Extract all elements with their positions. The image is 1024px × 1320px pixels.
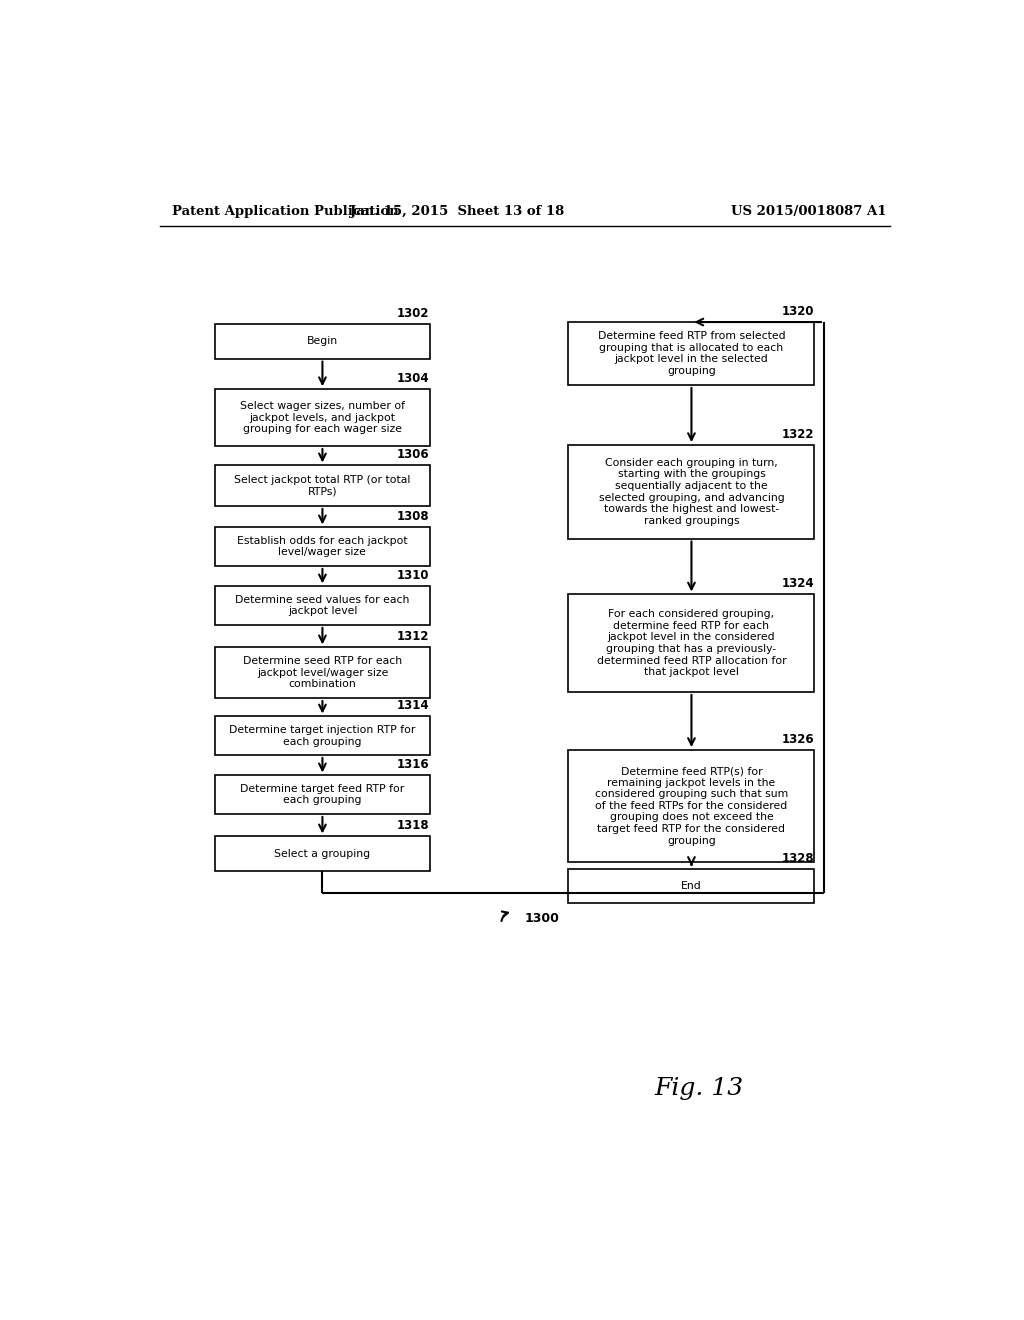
Text: Establish odds for each jackpot
level/wager size: Establish odds for each jackpot level/wa…: [238, 536, 408, 557]
Text: 1326: 1326: [782, 733, 814, 746]
Text: 1306: 1306: [397, 449, 430, 461]
Text: 1308: 1308: [397, 511, 430, 523]
FancyBboxPatch shape: [215, 528, 430, 566]
FancyBboxPatch shape: [215, 837, 430, 871]
FancyBboxPatch shape: [215, 389, 430, 446]
FancyBboxPatch shape: [568, 594, 814, 692]
Text: Determine target feed RTP for
each grouping: Determine target feed RTP for each group…: [241, 784, 404, 805]
Text: Determine feed RTP(s) for
remaining jackpot levels in the
considered grouping su: Determine feed RTP(s) for remaining jack…: [595, 766, 788, 846]
FancyBboxPatch shape: [215, 775, 430, 814]
Text: US 2015/0018087 A1: US 2015/0018087 A1: [731, 205, 887, 218]
Text: 1310: 1310: [397, 569, 430, 582]
Text: 1312: 1312: [397, 630, 430, 643]
Text: Determine feed RTP from selected
grouping that is allocated to each
jackpot leve: Determine feed RTP from selected groupin…: [598, 331, 785, 376]
FancyBboxPatch shape: [215, 647, 430, 698]
Text: Consider each grouping in turn,
starting with the groupings
sequentially adjacen: Consider each grouping in turn, starting…: [599, 458, 784, 525]
Text: 1320: 1320: [782, 305, 814, 318]
Text: Determine seed values for each
jackpot level: Determine seed values for each jackpot l…: [236, 595, 410, 616]
FancyBboxPatch shape: [568, 322, 814, 385]
Text: 1302: 1302: [397, 308, 430, 319]
FancyBboxPatch shape: [568, 445, 814, 539]
FancyBboxPatch shape: [215, 586, 430, 624]
Text: 1318: 1318: [397, 820, 430, 833]
Text: 1328: 1328: [782, 851, 814, 865]
FancyBboxPatch shape: [215, 717, 430, 755]
Text: 1322: 1322: [782, 428, 814, 441]
Text: Determine target injection RTP for
each grouping: Determine target injection RTP for each …: [229, 725, 416, 747]
Text: For each considered grouping,
determine feed RTP for each
jackpot level in the c: For each considered grouping, determine …: [597, 610, 786, 677]
Text: Select jackpot total RTP (or total
RTPs): Select jackpot total RTP (or total RTPs): [234, 475, 411, 496]
Text: Fig. 13: Fig. 13: [654, 1077, 744, 1100]
Text: Select a grouping: Select a grouping: [274, 849, 371, 858]
FancyBboxPatch shape: [568, 750, 814, 862]
Text: Determine seed RTP for each
jackpot level/wager size
combination: Determine seed RTP for each jackpot leve…: [243, 656, 402, 689]
Text: End: End: [681, 882, 701, 891]
Text: Patent Application Publication: Patent Application Publication: [172, 205, 398, 218]
Text: 1316: 1316: [397, 758, 430, 771]
FancyBboxPatch shape: [568, 869, 814, 903]
Text: 1304: 1304: [397, 372, 430, 385]
Text: 1324: 1324: [782, 577, 814, 590]
Text: Begin: Begin: [307, 337, 338, 346]
FancyBboxPatch shape: [215, 325, 430, 359]
Text: 1300: 1300: [524, 912, 560, 925]
Text: 1314: 1314: [397, 700, 430, 713]
Text: Select wager sizes, number of
jackpot levels, and jackpot
grouping for each wage: Select wager sizes, number of jackpot le…: [240, 401, 404, 434]
Text: Jan. 15, 2015  Sheet 13 of 18: Jan. 15, 2015 Sheet 13 of 18: [350, 205, 564, 218]
FancyBboxPatch shape: [215, 466, 430, 506]
